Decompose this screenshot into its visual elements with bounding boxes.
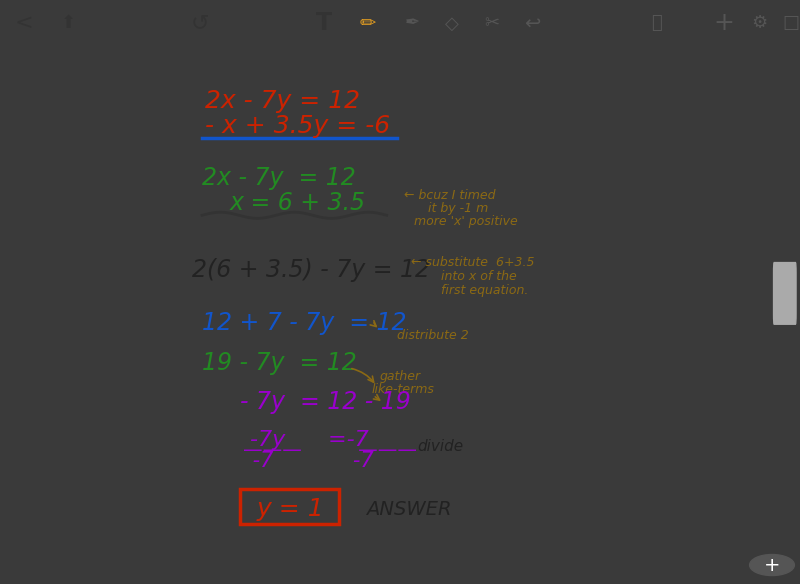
Text: +: + [714,11,734,36]
Text: ✒: ✒ [405,15,419,32]
Text: ⬆: ⬆ [61,15,75,32]
Text: ← bcuz I timed: ← bcuz I timed [404,189,495,202]
Text: ⚙: ⚙ [751,15,767,32]
Text: - x + 3.5y = -6: - x + 3.5y = -6 [206,114,390,138]
Text: 🎤: 🎤 [650,15,662,32]
Text: x = 6 + 3.5: x = 6 + 3.5 [230,192,366,215]
Text: 19 - 7y  = 12: 19 - 7y = 12 [202,351,357,375]
Text: distribute 2: distribute 2 [397,329,469,342]
FancyBboxPatch shape [774,263,796,324]
Text: it by -1 m: it by -1 m [428,202,488,215]
Circle shape [750,555,794,576]
Text: 2(6 + 3.5) - 7y = 12: 2(6 + 3.5) - 7y = 12 [192,258,430,282]
Text: ↩: ↩ [524,14,540,33]
Text: ◇: ◇ [445,15,459,32]
Text: ↺: ↺ [190,13,210,33]
Text: □: □ [782,15,799,32]
Text: ANSWER: ANSWER [366,500,452,519]
Text: gather: gather [380,370,421,383]
Text: 2x - 7y  = 12: 2x - 7y = 12 [202,166,356,190]
Text: ✂: ✂ [485,15,499,32]
Text: more 'x' positive: more 'x' positive [414,215,518,228]
Text: T: T [316,11,332,36]
Text: ———         ———: ——— ——— [243,441,417,460]
Text: +: + [764,555,780,575]
Text: -7y      =-7: -7y =-7 [250,430,369,450]
Text: first equation.: first equation. [442,284,529,297]
Text: ✏: ✏ [360,14,376,33]
Text: into x of the: into x of the [442,270,517,283]
Text: ← substitute  6+3.5: ← substitute 6+3.5 [410,256,534,269]
Text: divide: divide [418,439,464,454]
Text: -7            -7: -7 -7 [246,451,374,471]
Text: 2x - 7y = 12: 2x - 7y = 12 [206,89,361,113]
Text: 12 + 7 - 7y  = 12: 12 + 7 - 7y = 12 [202,311,406,335]
Text: - 7y  = 12 - 19: - 7y = 12 - 19 [240,390,410,415]
Text: <: < [14,13,34,33]
Text: like-terms: like-terms [372,383,434,396]
Text: y = 1: y = 1 [257,497,324,522]
